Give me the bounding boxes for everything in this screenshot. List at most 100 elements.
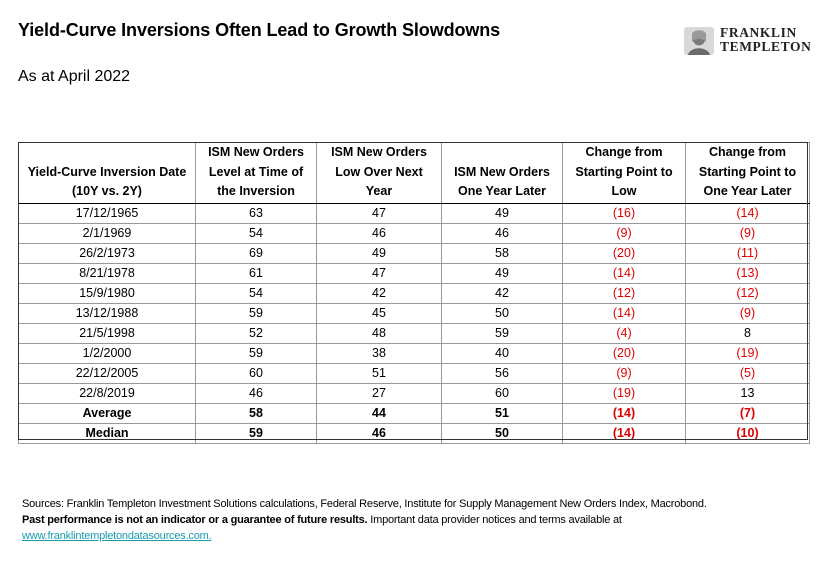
cell-level-at-inversion: 59	[195, 422, 317, 444]
cell-change-to-low: (14)	[562, 302, 686, 324]
cell-inversion-date: 2/1/1969	[18, 222, 196, 244]
cell-low-next-year: 38	[316, 342, 442, 364]
cell-one-year-later: 50	[441, 422, 563, 444]
cell-low-next-year: 51	[316, 362, 442, 384]
cell-change-to-low: (9)	[562, 222, 686, 244]
cell-one-year-later: 49	[441, 202, 563, 224]
page-title: Yield-Curve Inversions Often Lead to Gro…	[18, 20, 501, 40]
header-change-one-year-later: Change from Starting Point to One Year Lat…	[685, 142, 810, 204]
summary-row: Average 58 44 51 (14) (7)	[18, 402, 810, 424]
table-row: 13/12/1988 59 45 50 (14) (9)	[18, 302, 810, 324]
cell-change-one-year-later: (9)	[685, 222, 810, 244]
table-row: 2/1/1969 54 46 46 (9) (9)	[18, 222, 810, 244]
cell-low-next-year: 46	[316, 422, 442, 444]
footer: Sources: Franklin Templeton Investment S…	[22, 496, 812, 544]
table-row: 15/9/1980 54 42 42 (12) (12)	[18, 282, 810, 304]
cell-one-year-later: 60	[441, 382, 563, 404]
cell-change-to-low: (12)	[562, 282, 686, 304]
cell-low-next-year: 47	[316, 202, 442, 224]
cell-one-year-later: 56	[441, 362, 563, 384]
cell-change-one-year-later: (10)	[685, 422, 810, 444]
cell-low-next-year: 49	[316, 242, 442, 264]
logo-line-2: TEMPLETON	[720, 39, 812, 54]
table-row: 1/2/2000 59 38 40 (20) (19)	[18, 342, 810, 364]
header-one-year-later: ISM New Orders One Year Later	[441, 142, 563, 204]
cell-one-year-later: 51	[441, 402, 563, 424]
cell-change-to-low: (4)	[562, 322, 686, 344]
cell-inversion-date: 21/5/1998	[18, 322, 196, 344]
cell-low-next-year: 42	[316, 282, 442, 304]
header-low-next-year: ISM New Orders Low Over Next Year	[316, 142, 442, 204]
cell-level-at-inversion: 69	[195, 242, 317, 264]
cell-inversion-date: 1/2/2000	[18, 342, 196, 364]
page-subtitle: As at April 2022	[18, 68, 131, 85]
cell-change-one-year-later: (7)	[685, 402, 810, 424]
cell-change-one-year-later: (9)	[685, 302, 810, 324]
cell-one-year-later: 42	[441, 282, 563, 304]
cell-change-one-year-later: 8	[685, 322, 810, 344]
cell-change-one-year-later: (5)	[685, 362, 810, 384]
cell-change-to-low: (14)	[562, 402, 686, 424]
cell-level-at-inversion: 52	[195, 322, 317, 344]
cell-level-at-inversion: 58	[195, 402, 317, 424]
cell-level-at-inversion: 46	[195, 382, 317, 404]
disclaimer-rest: Important data provider notices and term…	[367, 514, 622, 526]
cell-change-to-low: (20)	[562, 242, 686, 264]
cell-level-at-inversion: 54	[195, 222, 317, 244]
cell-inversion-date: Average	[18, 402, 196, 424]
cell-change-one-year-later: (19)	[685, 342, 810, 364]
cell-change-to-low: (16)	[562, 202, 686, 224]
cell-change-one-year-later: (12)	[685, 282, 810, 304]
cell-low-next-year: 48	[316, 322, 442, 344]
cell-one-year-later: 59	[441, 322, 563, 344]
cell-inversion-date: 22/12/2005	[18, 362, 196, 384]
table-row: 26/2/1973 69 49 58 (20) (11)	[18, 242, 810, 264]
logo-line-1: FRANKLIN	[720, 25, 797, 40]
cell-change-one-year-later: (11)	[685, 242, 810, 264]
cell-one-year-later: 46	[441, 222, 563, 244]
cell-change-to-low: (14)	[562, 262, 686, 284]
cell-inversion-date: 15/9/1980	[18, 282, 196, 304]
disclaimer-bold: Past performance is not an indicator or …	[22, 514, 368, 526]
cell-one-year-later: 50	[441, 302, 563, 324]
inversion-table: Yield-Curve Inversion Date (10Y vs. 2Y) I…	[18, 142, 810, 444]
cell-level-at-inversion: 54	[195, 282, 317, 304]
cell-low-next-year: 27	[316, 382, 442, 404]
cell-inversion-date: 8/21/1978	[18, 262, 196, 284]
franklin-portrait-icon	[684, 27, 714, 55]
header-change-to-low: Change from Starting Point to Low	[562, 142, 686, 204]
cell-change-one-year-later: (13)	[685, 262, 810, 284]
cell-change-one-year-later: 13	[685, 382, 810, 404]
cell-one-year-later: 40	[441, 342, 563, 364]
cell-level-at-inversion: 61	[195, 262, 317, 284]
table-row: 17/12/1965 63 47 49 (16) (14)	[18, 202, 810, 224]
cell-low-next-year: 45	[316, 302, 442, 324]
cell-inversion-date: Median	[18, 422, 196, 444]
cell-level-at-inversion: 60	[195, 362, 317, 384]
cell-level-at-inversion: 59	[195, 302, 317, 324]
table-row: 22/12/2005 60 51 56 (9) (5)	[18, 362, 810, 384]
table-row: 21/5/1998 52 48 59 (4) 8	[18, 322, 810, 344]
cell-inversion-date: 26/2/1973	[18, 242, 196, 264]
cell-level-at-inversion: 63	[195, 202, 317, 224]
cell-inversion-date: 13/12/1988	[18, 302, 196, 324]
footer-sources: Sources: Franklin Templeton Investment S…	[22, 498, 707, 510]
cell-change-to-low: (20)	[562, 342, 686, 364]
cell-low-next-year: 44	[316, 402, 442, 424]
table-row: 8/21/1978 61 47 49 (14) (13)	[18, 262, 810, 284]
data-sources-link[interactable]: www.franklintempletondatasources.com.	[22, 530, 212, 542]
cell-change-to-low: (9)	[562, 362, 686, 384]
table-row: 22/8/2019 46 27 60 (19) 13	[18, 382, 810, 404]
franklin-templeton-logo: FRANKLIN TEMPLETON	[684, 26, 816, 56]
footer-disclaimer: Past performance is not an indicator or …	[22, 512, 812, 528]
cell-inversion-date: 17/12/1965	[18, 202, 196, 224]
cell-low-next-year: 47	[316, 262, 442, 284]
cell-one-year-later: 49	[441, 262, 563, 284]
header-inversion-date: Yield-Curve Inversion Date (10Y vs. 2Y)	[18, 142, 196, 204]
cell-change-to-low: (19)	[562, 382, 686, 404]
cell-inversion-date: 22/8/2019	[18, 382, 196, 404]
cell-change-one-year-later: (14)	[685, 202, 810, 224]
cell-level-at-inversion: 59	[195, 342, 317, 364]
cell-low-next-year: 46	[316, 222, 442, 244]
cell-change-to-low: (14)	[562, 422, 686, 444]
